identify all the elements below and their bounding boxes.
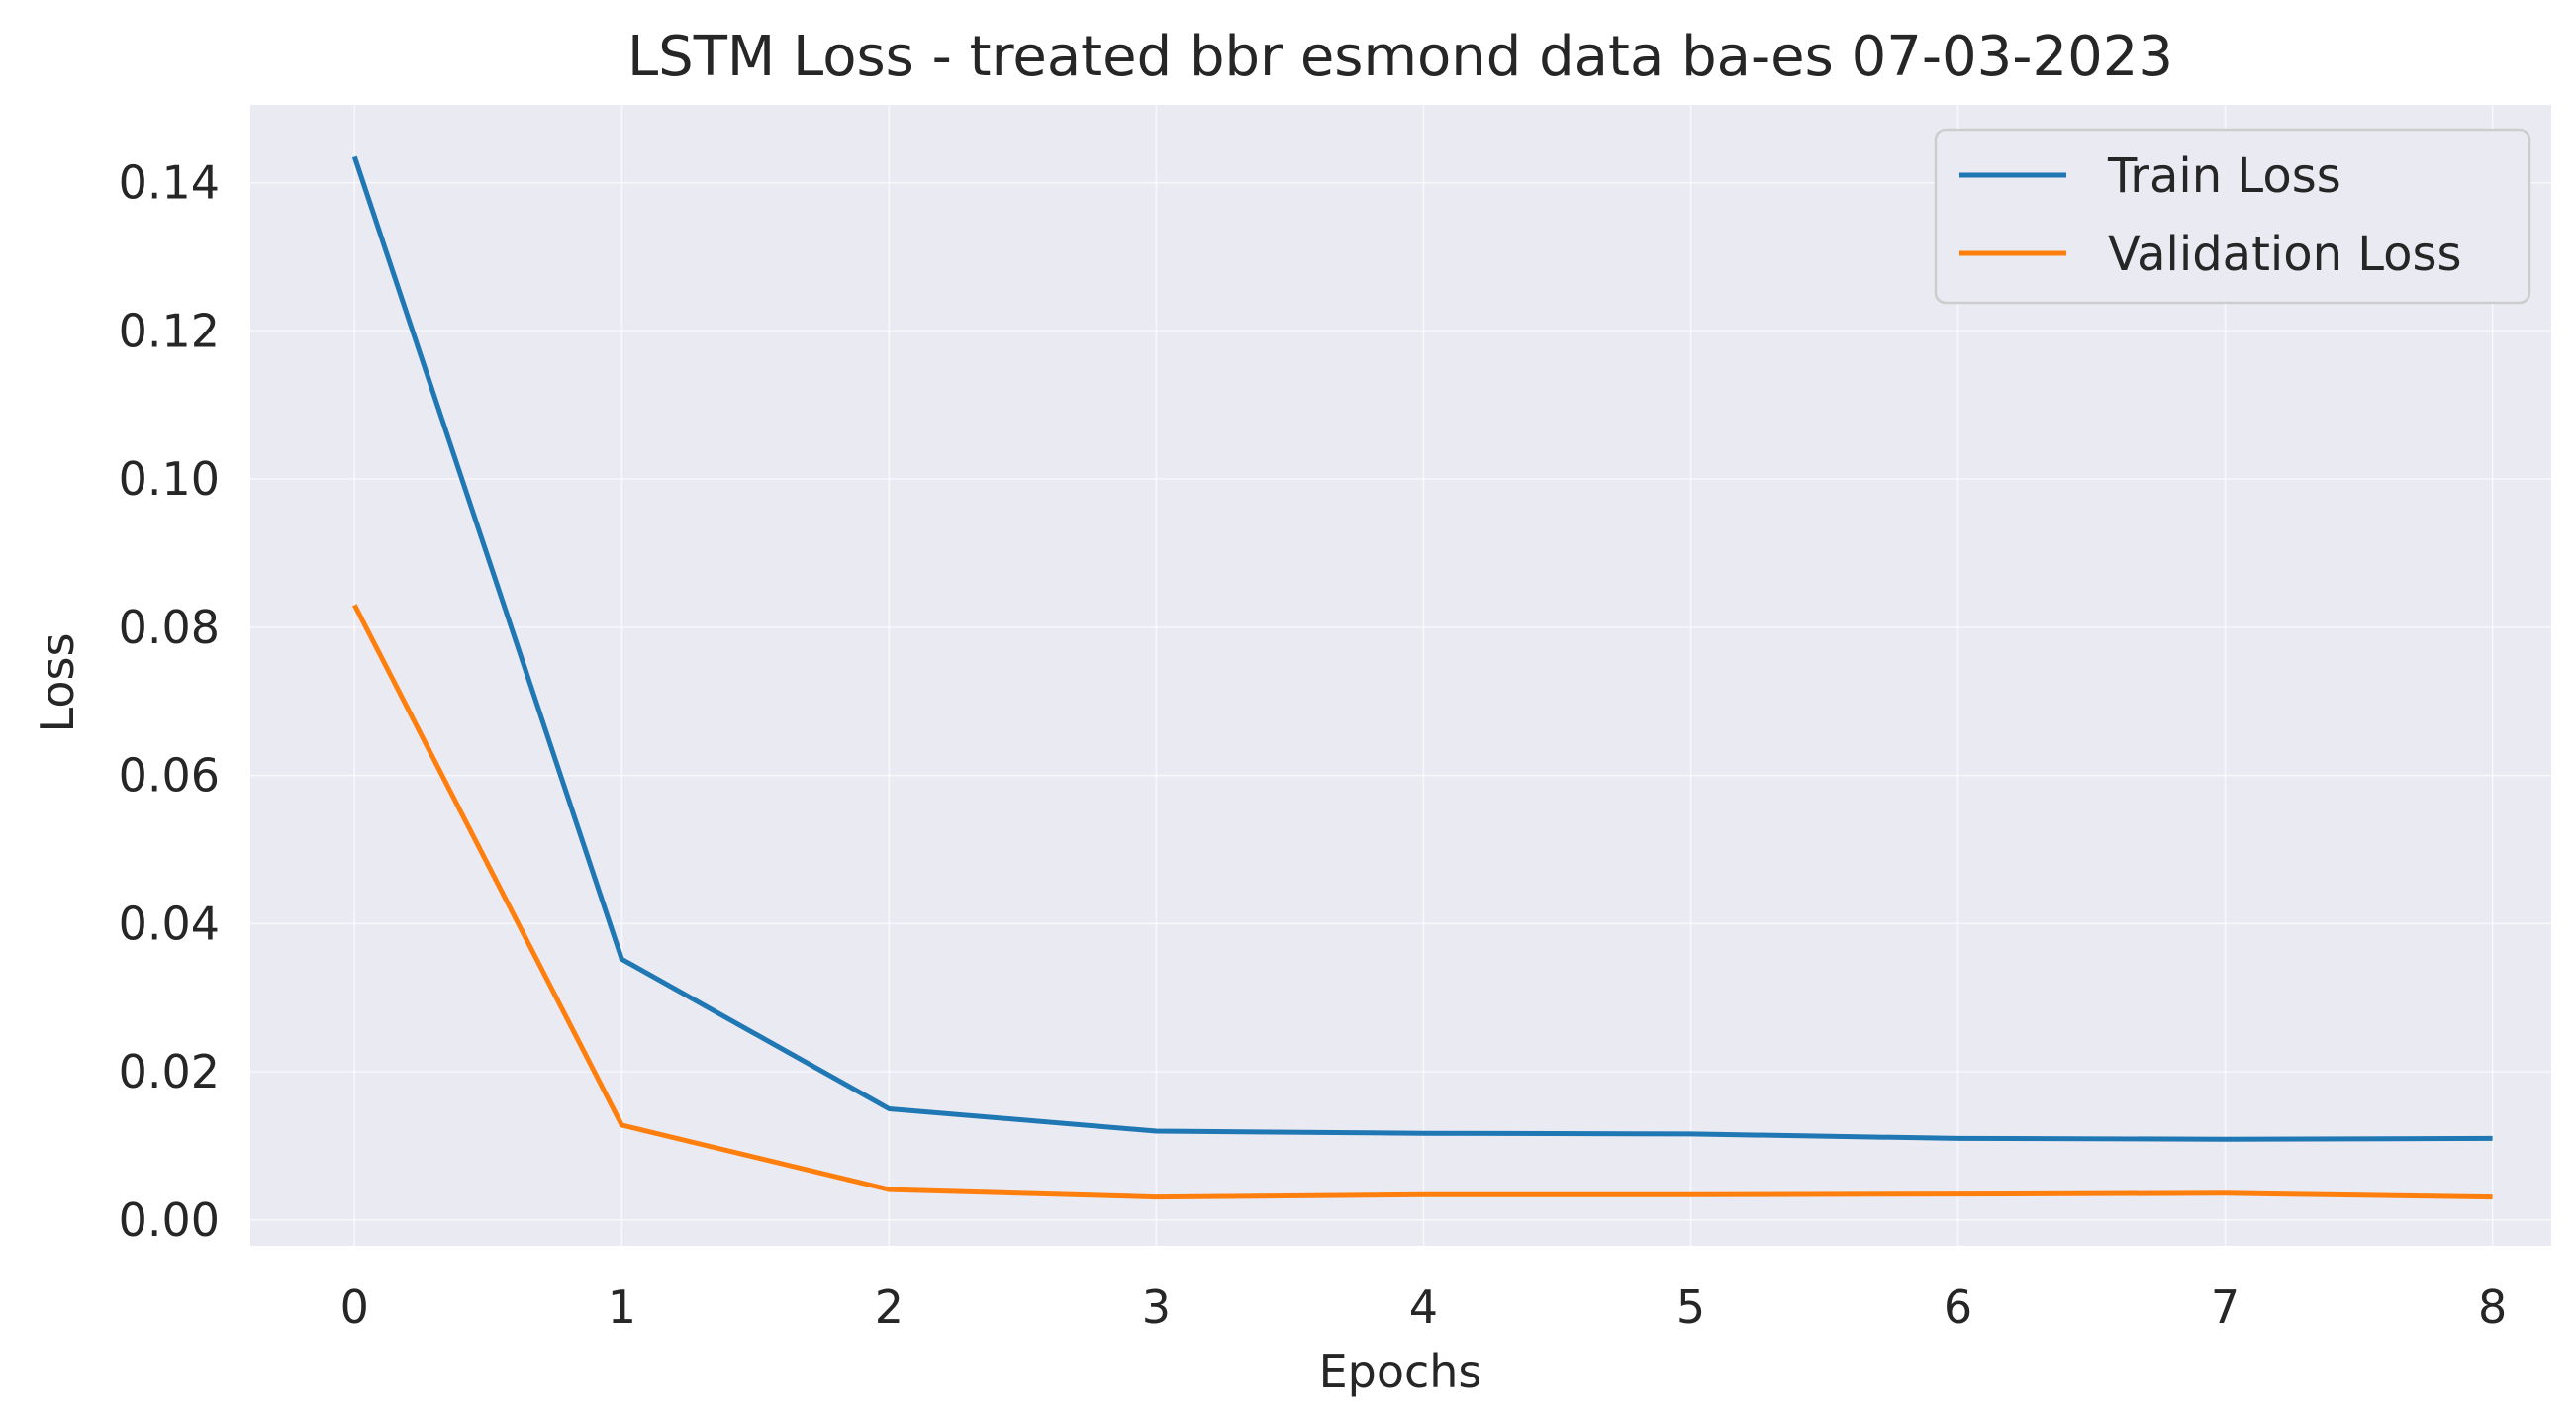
y-axis: 0.00 0.02 0.04 0.06 0.08 0.10 0.12 0.14	[119, 156, 220, 1247]
y-tick-label: 0.08	[119, 601, 220, 654]
x-tick-label: 5	[1676, 1281, 1705, 1334]
legend-frame	[1934, 128, 2531, 305]
x-axis: 0 1 2 3 4 5 6 7 8	[340, 1281, 2508, 1334]
y-axis-label: Loss	[31, 633, 84, 733]
x-tick-label: 2	[875, 1281, 904, 1334]
y-tick-label: 0.12	[119, 304, 220, 357]
legend-label-train: Train Loss	[2107, 148, 2341, 204]
legend-label-validation: Validation Loss	[2108, 227, 2462, 282]
series-line-train-loss	[351, 155, 2493, 1142]
x-tick-label: 6	[1944, 1281, 1972, 1334]
x-axis-label: Epochs	[1319, 1345, 1482, 1398]
y-tick-label: 0.06	[119, 749, 220, 803]
y-tick-label: 0.04	[119, 897, 220, 950]
x-tick-label: 1	[608, 1281, 636, 1334]
y-tick-label: 0.10	[119, 452, 220, 506]
chart-title: LSTM Loss - treated bbr esmond data ba-e…	[627, 25, 2173, 89]
x-tick-label: 4	[1409, 1281, 1438, 1334]
x-tick-label: 0	[340, 1281, 369, 1334]
y-tick-label: 0.02	[119, 1045, 220, 1098]
y-tick-label: 0.14	[119, 156, 220, 210]
y-tick-label: 0.00	[119, 1193, 220, 1247]
series-layer	[351, 155, 2493, 1200]
series-line-validation-loss	[352, 604, 2493, 1200]
legend: Train Loss Validation Loss	[1934, 128, 2531, 305]
x-tick-label: 7	[2211, 1281, 2240, 1334]
x-tick-label: 8	[2478, 1281, 2507, 1334]
x-tick-label: 3	[1142, 1281, 1171, 1334]
